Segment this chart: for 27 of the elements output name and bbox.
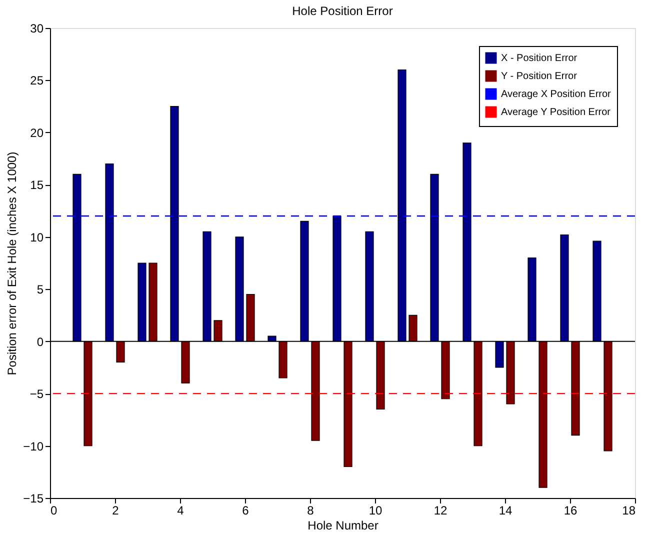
legend-label: Average X Position Error (501, 89, 612, 100)
chart-title: Hole Position Error (292, 4, 393, 18)
y-tick-label: −10 (23, 439, 44, 454)
y-tick-label: 25 (30, 74, 44, 88)
legend-label: Average Y Position Error (501, 107, 612, 118)
y-tick-label: 5 (36, 282, 44, 297)
x-tick-label: 16 (564, 504, 578, 518)
legend-label: X - Position Error (501, 53, 578, 64)
x-tick-label: 6 (242, 504, 250, 518)
x-tick-label: 18 (622, 504, 636, 518)
y-tick-label: 15 (30, 178, 44, 192)
y-tick-label: 30 (30, 22, 44, 36)
x-tick-label: 10 (368, 504, 382, 518)
y-axis-title: Position error of Exit Hole (inches X 1000) (5, 152, 20, 376)
x-tick-label: 8 (307, 504, 314, 518)
x-tick-label: 2 (112, 504, 120, 518)
y-tick-label: 20 (30, 126, 44, 140)
x-tick-label: 14 (498, 504, 512, 518)
legend-label: Y - Position Error (501, 71, 578, 82)
x-tick-label: 4 (177, 504, 184, 518)
x-axis-title: Hole Number (308, 518, 378, 532)
y-tick-label: −5 (30, 387, 44, 402)
y-tick-label: 10 (30, 230, 44, 244)
x-tick-label: 12 (434, 504, 448, 518)
y-tick-label: 0 (36, 334, 44, 349)
x-tick-label: 0 (50, 504, 58, 518)
y-tick-label: −15 (23, 492, 44, 506)
